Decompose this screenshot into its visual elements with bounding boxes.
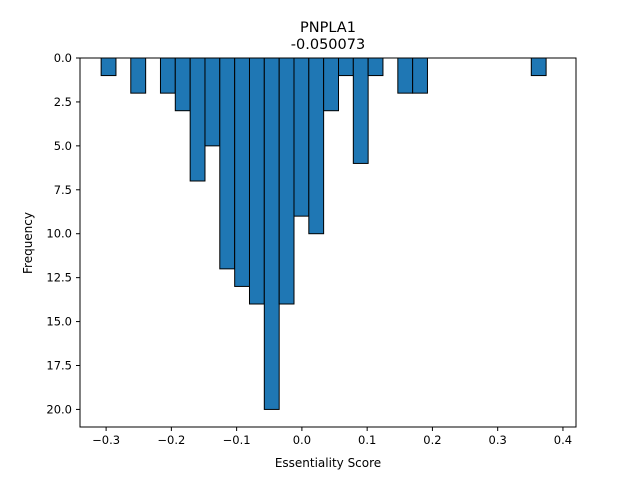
x-tick-label: 0.1 [358,433,376,447]
y-tick-label: 2.5 [54,95,72,109]
x-tick-label: 0.0 [293,433,311,447]
y-tick-label: 17.5 [46,359,72,373]
chart-subtitle: -0.050073 [291,37,365,53]
histogram-bar [367,57,384,77]
histogram-bar [130,57,147,94]
histogram-bar [293,57,310,217]
x-tick-label: 0.3 [489,433,507,447]
x-tick-label: 0.4 [554,433,572,447]
histogram-bar [412,57,428,94]
y-tick-label: 12.5 [46,271,72,285]
x-axis-label: Essentiality Score [275,456,381,470]
histogram-bar [248,57,265,305]
plot-frame [79,57,577,428]
y-axis-label: Frequency [21,212,35,274]
histogram-bar [159,57,176,94]
histogram-bar [530,57,547,77]
histogram-bar [323,57,340,112]
y-tick-label: 7.5 [54,183,72,197]
chart-title: PNPLA1 [300,20,356,36]
histogram-bar [234,57,250,287]
histogram-bar [174,57,191,112]
y-tick-label: 5.0 [54,139,72,153]
x-tick-label: −0.1 [223,433,251,447]
histogram-bar [308,57,325,235]
histogram-bar [204,57,221,147]
x-tick-label: 0.2 [423,433,441,447]
histogram-bar [263,57,280,410]
bars-layer [100,57,547,410]
y-tick-label: 15.0 [46,315,72,329]
histogram-bar [219,57,236,270]
y-tick-label: 20.0 [46,402,72,416]
histogram-bar [338,57,354,77]
histogram-bar [278,57,295,305]
y-tick-label: 10.0 [46,227,72,241]
histogram-bar [397,57,414,94]
x-tick-label: −0.3 [92,433,120,447]
histogram-bar [352,57,369,164]
y-axis: 0.0 2.5 5.0 7.5 10.0 12.5 15.0 17.5 20.0 [46,51,80,416]
x-tick-label: −0.2 [157,433,185,447]
histogram-bar [189,57,206,182]
x-axis: −0.3 −0.2 −0.1 0.0 0.1 0.2 0.3 0.4 [92,427,572,447]
y-tick-label: 0.0 [54,51,72,65]
histogram-bar [100,57,117,77]
